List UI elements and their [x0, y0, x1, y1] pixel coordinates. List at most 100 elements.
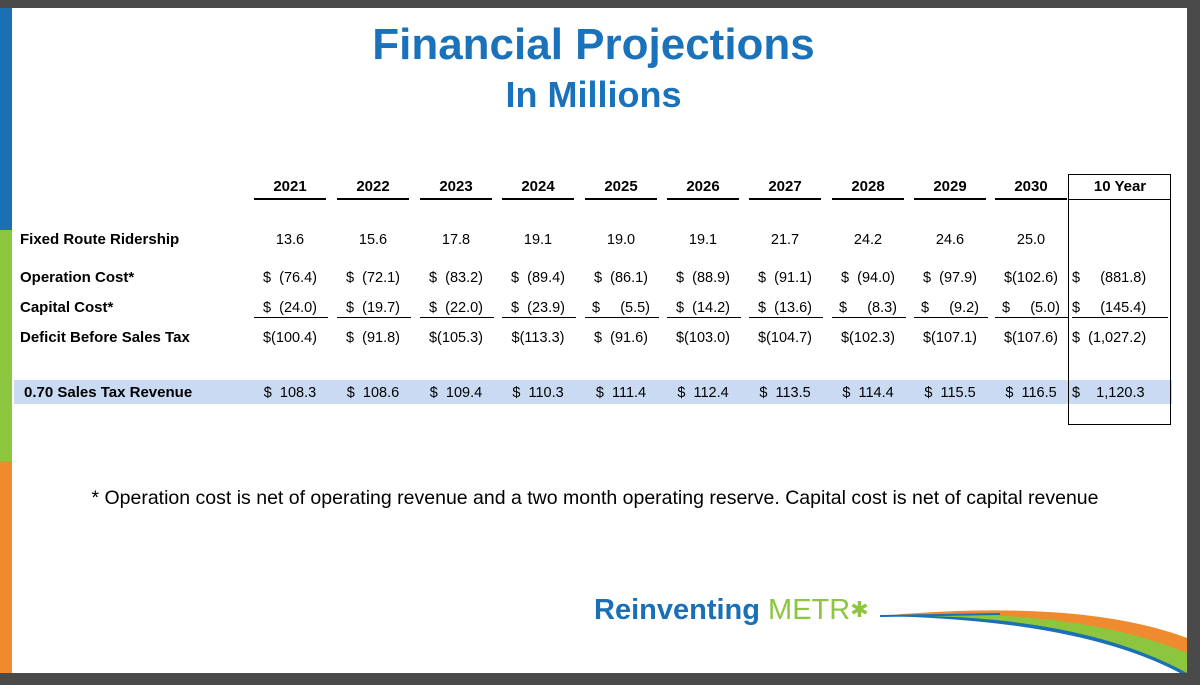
- year-header-underline: [667, 198, 739, 200]
- year-header-underline: [502, 198, 574, 200]
- accent-bar-green: [0, 230, 12, 461]
- table-cell: $(102.6): [1003, 270, 1058, 286]
- capital-cost-underline: [420, 317, 494, 318]
- year-header: 2024: [521, 178, 555, 195]
- table-cell: $(104.7): [757, 330, 812, 346]
- capital-cost-underline: [914, 317, 988, 318]
- table-cell: 21.7: [770, 232, 800, 248]
- table-cell: $ (24.0): [263, 300, 317, 316]
- table-cell: $ (76.4): [263, 270, 317, 286]
- logo-word-reinventing: Reinventing: [594, 594, 760, 626]
- table-cell: $ 108.6: [346, 385, 400, 401]
- table-cell: $(113.3): [511, 330, 565, 346]
- table-cell: $ (91.1): [758, 270, 812, 286]
- year-header: 2021: [273, 178, 307, 195]
- table-cell: $ (91.8): [346, 330, 400, 346]
- capital-cost-underline: [667, 317, 741, 318]
- row-label: Operation Cost*: [20, 269, 135, 286]
- table-cell: $ (91.6): [594, 330, 648, 346]
- row-label: 0.70 Sales Tax Revenue: [24, 384, 193, 401]
- total-cell: $ (881.8): [1072, 270, 1147, 286]
- capital-cost-underline: [502, 317, 576, 318]
- capital-cost-underline: [254, 317, 328, 318]
- table-cell: $ 108.3: [263, 385, 317, 401]
- table-cell: $(105.3): [428, 330, 483, 346]
- table-cell: $(102.3): [840, 330, 895, 346]
- table-cell: 13.6: [275, 232, 305, 248]
- year-header: 2030: [1014, 178, 1048, 195]
- row-label: Fixed Route Ridership: [20, 231, 180, 248]
- year-header-underline: [749, 198, 821, 200]
- total-cell: $ (145.4): [1072, 300, 1147, 316]
- table-cell: $ (23.9): [511, 300, 565, 316]
- table-cell: $ 113.5: [759, 385, 811, 401]
- table-cell: $ 109.4: [429, 385, 483, 401]
- capital-cost-underline: [337, 317, 411, 318]
- year-header: 2029: [933, 178, 967, 195]
- capital-cost-underline: [832, 317, 906, 318]
- table-cell: $ (72.1): [346, 270, 400, 286]
- table-cell: $ 112.4: [677, 385, 729, 401]
- ten-year-total-box: [1068, 174, 1171, 425]
- table-cell: $ (88.9): [676, 270, 730, 286]
- year-header-underline: [995, 198, 1067, 200]
- table-cell: $ (5.5): [591, 300, 651, 316]
- sales-tax-row-highlight: [14, 380, 1172, 404]
- year-header: 2026: [686, 178, 720, 195]
- metro-o-icon: ✱: [850, 597, 869, 622]
- capital-cost-underline: [749, 317, 823, 318]
- reinventing-metro-logo: Reinventing METR✱: [594, 594, 869, 627]
- year-header-underline: [254, 198, 326, 200]
- year-header: 2028: [851, 178, 885, 195]
- total-cell: $ (1,027.2): [1072, 330, 1147, 346]
- year-header: 2022: [356, 178, 390, 195]
- accent-bar-orange: [0, 461, 12, 673]
- table-cell: $ 116.5: [1005, 385, 1057, 401]
- table-cell: $ (89.4): [511, 270, 565, 286]
- table-cell: $ 110.3: [512, 385, 564, 401]
- table-cell: 24.2: [853, 232, 883, 248]
- table-cell: $(107.6): [1003, 330, 1058, 346]
- table-cell: $ 115.5: [924, 385, 976, 401]
- table-cell: $(107.1): [922, 330, 977, 346]
- year-header: 2027: [768, 178, 802, 195]
- year-header: 2023: [439, 178, 473, 195]
- row-label: Deficit Before Sales Tax: [20, 329, 190, 346]
- table-cell: 25.0: [1016, 232, 1046, 248]
- table-cell: $ (9.2): [920, 300, 980, 316]
- table-cell: 19.0: [606, 232, 636, 248]
- table-cell: $ (14.2): [676, 300, 730, 316]
- table-cell: $ 111.4: [595, 385, 647, 401]
- year-header-underline: [420, 198, 492, 200]
- slide: Financial Projections In Millions 2021 20…: [0, 8, 1187, 673]
- table-cell: $ (19.7): [346, 300, 400, 316]
- year-header-underline: [337, 198, 409, 200]
- table-cell: $(100.4): [262, 330, 317, 346]
- slide-title: Financial Projections: [372, 20, 815, 69]
- total-header: 10 Year: [1093, 178, 1147, 195]
- table-cell: $ (22.0): [429, 300, 483, 316]
- table-cell: 15.6: [358, 232, 388, 248]
- row-label: Capital Cost*: [20, 299, 114, 316]
- capital-cost-underline: [995, 317, 1069, 318]
- table-cell: $ (5.0): [1001, 300, 1061, 316]
- table-cell: $ (86.1): [594, 270, 648, 286]
- total-cell: $ 1,120.3: [1072, 385, 1145, 401]
- logo-word-metro: METR: [768, 594, 851, 626]
- year-header-underline: [832, 198, 904, 200]
- capital-cost-total-underline: [1072, 317, 1168, 318]
- ten-year-header-divider: [1068, 199, 1171, 200]
- table-cell: $ (13.6): [758, 300, 812, 316]
- footnote: * Operation cost is net of operating rev…: [91, 487, 1099, 509]
- accent-bar-blue: [0, 8, 12, 230]
- capital-cost-underline: [585, 317, 659, 318]
- swoosh-graphic: [879, 610, 1187, 673]
- year-header: 2025: [604, 178, 638, 195]
- table-cell: $(103.0): [675, 330, 730, 346]
- table-cell: $ 114.4: [842, 385, 894, 401]
- table-cell: $ (94.0): [841, 270, 895, 286]
- table-cell: $ (97.9): [923, 270, 977, 286]
- slide-subtitle: In Millions: [505, 74, 682, 115]
- table-cell: 19.1: [688, 232, 718, 248]
- table-cell: 17.8: [441, 232, 471, 248]
